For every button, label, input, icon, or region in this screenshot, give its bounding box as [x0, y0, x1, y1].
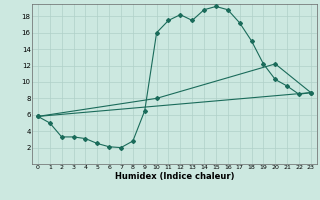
- X-axis label: Humidex (Indice chaleur): Humidex (Indice chaleur): [115, 172, 234, 181]
